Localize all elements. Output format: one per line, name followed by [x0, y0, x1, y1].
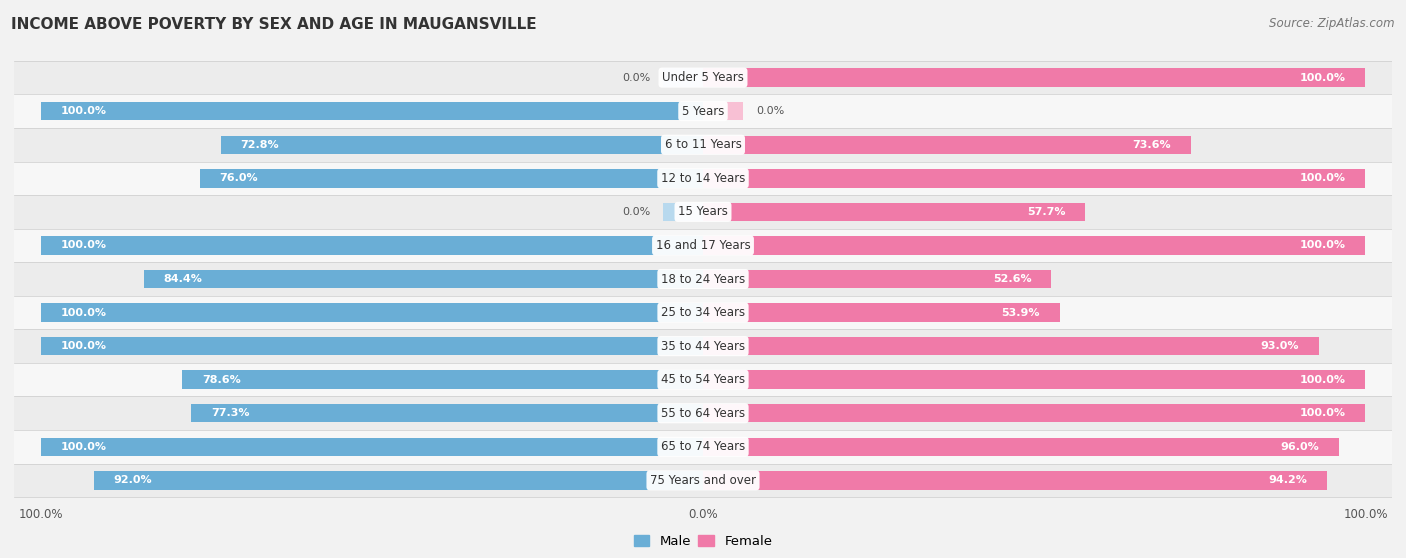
Text: 65 to 74 Years: 65 to 74 Years	[661, 440, 745, 453]
Text: 94.2%: 94.2%	[1268, 475, 1308, 485]
Text: 100.0%: 100.0%	[1299, 240, 1346, 251]
Text: 12 to 14 Years: 12 to 14 Years	[661, 172, 745, 185]
Bar	[41, 236, 703, 254]
Bar	[703, 270, 1052, 288]
Text: 100.0%: 100.0%	[1299, 408, 1346, 418]
Bar	[94, 471, 703, 489]
Bar	[0, 61, 1406, 94]
Text: 18 to 24 Years: 18 to 24 Years	[661, 272, 745, 286]
Bar	[0, 161, 1406, 195]
Bar	[0, 464, 1406, 497]
Bar	[703, 102, 742, 121]
Bar	[703, 304, 1060, 322]
Bar	[200, 169, 703, 187]
Bar	[703, 136, 1191, 154]
Bar	[0, 262, 1406, 296]
Bar	[703, 169, 1365, 187]
Text: 76.0%: 76.0%	[219, 174, 259, 184]
Bar	[0, 128, 1406, 161]
Text: 100.0%: 100.0%	[60, 307, 107, 318]
Bar	[41, 437, 703, 456]
Text: 16 and 17 Years: 16 and 17 Years	[655, 239, 751, 252]
Text: 53.9%: 53.9%	[1001, 307, 1040, 318]
Text: 100.0%: 100.0%	[1299, 174, 1346, 184]
Bar	[703, 371, 1365, 389]
Bar	[41, 102, 703, 121]
Text: 100.0%: 100.0%	[60, 106, 107, 116]
Text: 78.6%: 78.6%	[202, 374, 240, 384]
Text: 5 Years: 5 Years	[682, 105, 724, 118]
Bar	[0, 94, 1406, 128]
Text: 55 to 64 Years: 55 to 64 Years	[661, 407, 745, 420]
Bar	[41, 304, 703, 322]
Text: 100.0%: 100.0%	[1299, 374, 1346, 384]
Bar	[703, 203, 1085, 221]
Text: 93.0%: 93.0%	[1261, 341, 1299, 351]
Text: 100.0%: 100.0%	[1299, 73, 1346, 83]
Text: 100.0%: 100.0%	[60, 442, 107, 452]
Text: 73.6%: 73.6%	[1132, 140, 1171, 150]
Text: 6 to 11 Years: 6 to 11 Years	[665, 138, 741, 151]
Bar	[0, 195, 1406, 229]
Bar	[703, 69, 1365, 87]
Text: 0.0%: 0.0%	[756, 106, 785, 116]
Bar	[0, 296, 1406, 329]
Legend: Male, Female: Male, Female	[628, 530, 778, 554]
Bar	[183, 371, 703, 389]
Text: 15 Years: 15 Years	[678, 205, 728, 218]
Bar	[703, 471, 1327, 489]
Text: Under 5 Years: Under 5 Years	[662, 71, 744, 84]
Bar	[143, 270, 703, 288]
Bar	[703, 437, 1339, 456]
Bar	[191, 404, 703, 422]
Bar	[664, 69, 703, 87]
Text: Source: ZipAtlas.com: Source: ZipAtlas.com	[1270, 17, 1395, 30]
Bar	[703, 236, 1365, 254]
Bar	[0, 329, 1406, 363]
Text: 0.0%: 0.0%	[621, 73, 650, 83]
Text: 84.4%: 84.4%	[163, 274, 202, 284]
Bar	[221, 136, 703, 154]
Bar	[664, 203, 703, 221]
Text: 100.0%: 100.0%	[60, 341, 107, 351]
Text: 96.0%: 96.0%	[1281, 442, 1319, 452]
Text: 25 to 34 Years: 25 to 34 Years	[661, 306, 745, 319]
Bar	[0, 229, 1406, 262]
Bar	[41, 337, 703, 355]
Text: 45 to 54 Years: 45 to 54 Years	[661, 373, 745, 386]
Text: 72.8%: 72.8%	[240, 140, 280, 150]
Text: 57.7%: 57.7%	[1026, 207, 1066, 217]
Bar	[0, 363, 1406, 397]
Text: 77.3%: 77.3%	[211, 408, 249, 418]
Text: 100.0%: 100.0%	[60, 240, 107, 251]
Text: 75 Years and over: 75 Years and over	[650, 474, 756, 487]
Bar	[0, 430, 1406, 464]
Bar	[703, 404, 1365, 422]
Bar	[703, 337, 1319, 355]
Bar	[0, 397, 1406, 430]
Text: 0.0%: 0.0%	[621, 207, 650, 217]
Text: INCOME ABOVE POVERTY BY SEX AND AGE IN MAUGANSVILLE: INCOME ABOVE POVERTY BY SEX AND AGE IN M…	[11, 17, 537, 32]
Text: 92.0%: 92.0%	[114, 475, 152, 485]
Text: 52.6%: 52.6%	[993, 274, 1032, 284]
Text: 35 to 44 Years: 35 to 44 Years	[661, 340, 745, 353]
